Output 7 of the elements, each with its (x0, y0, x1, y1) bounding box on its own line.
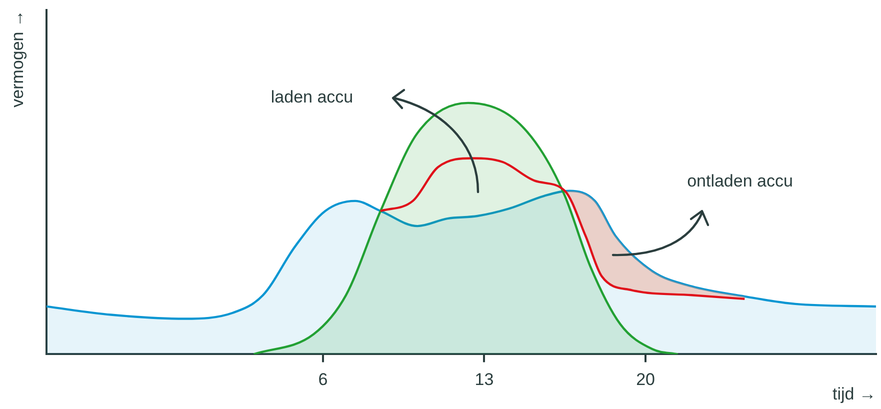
x-tick-label: 20 (636, 370, 656, 390)
annotation: laden accu (270, 88, 354, 107)
y-axis-title: vermogen → (8, 10, 27, 108)
x-tick-label: 6 (318, 370, 328, 390)
x-axis-title: tijd → (832, 384, 876, 404)
x-tick-label: 13 (474, 370, 494, 390)
annotation: ontladen accu (687, 172, 793, 191)
